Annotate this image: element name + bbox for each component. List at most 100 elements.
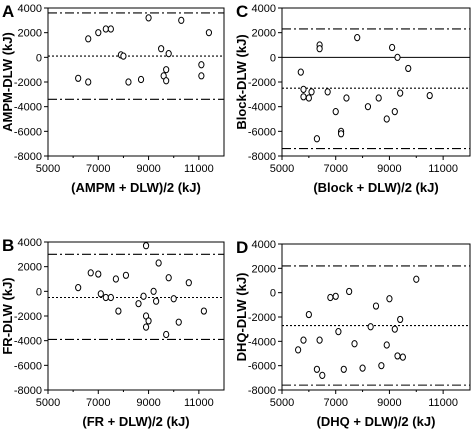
panel-c-data-point: [305, 94, 312, 102]
panel-a-y-tick-label: -8000: [14, 151, 42, 163]
panel-a-y-tick-label: 0: [36, 52, 42, 64]
panel-d-y-tick-label: 4000: [252, 239, 276, 251]
panel-a-data-point: [85, 35, 92, 43]
panel-d-x-axis-title: (DHQ + DLW)/2 (kJ): [317, 414, 436, 429]
panel-d-data-point: [397, 315, 404, 324]
panel-a-data-point: [178, 16, 185, 24]
panel-c-y-axis-title: Block-DLW (kJ): [234, 34, 249, 129]
panel-d-data-point: [340, 365, 347, 373]
panel-b-data-point: [97, 290, 104, 298]
panel-c-x-axis-title: (Block + DLW)/2 (kJ): [313, 180, 438, 195]
panel-d-data-point: [394, 352, 401, 360]
panel-b-data-point: [102, 293, 109, 302]
panel-c-y-tick-label: -4000: [248, 102, 276, 114]
panel-b-data-point: [165, 274, 172, 282]
panel-d-y-tick-label: -8000: [248, 385, 276, 397]
panel-b-y-tick-label: -4000: [14, 336, 42, 348]
panel-b-y-tick-label: 0: [36, 286, 42, 298]
panel-a-y-tick-label: -6000: [14, 126, 42, 138]
panel-c: 5000 7000 9000 11000 4000 2000 0 -2000 -4000 -600…: [234, 2, 471, 195]
panel-a-data-point: [125, 78, 132, 86]
panel-b-y-tick-label: -2000: [14, 311, 42, 323]
panel-c-data-point: [337, 130, 345, 138]
panel-a-data-point: [102, 25, 109, 33]
panel-c-plot-frame: [281, 7, 471, 157]
panel-c-data-point: [389, 43, 396, 52]
panel-a-data-point: [120, 52, 127, 60]
panel-c-data-point: [297, 68, 304, 76]
panel-a-data-point: [163, 66, 170, 74]
panel-a-data-point: [198, 72, 205, 80]
panel-b-data-point: [175, 318, 182, 326]
panel-d-data-point: [367, 323, 374, 331]
panel-a-y-tick-label: -4000: [14, 102, 42, 114]
panel-d-data-point: [335, 328, 342, 336]
panel-a-data-point: [145, 14, 152, 22]
panel-a-y-tick-label: -2000: [14, 77, 42, 89]
panel-d-data-point: [327, 293, 334, 302]
panel-d-y-tick-label: 0: [270, 288, 276, 300]
panel-b-data-point: [150, 287, 157, 295]
panel-c-y-tick-label: -2000: [248, 77, 276, 89]
panel-c-data-point: [375, 94, 382, 102]
panel-a-y-axis-title: AMPM-DLW (kJ): [0, 32, 15, 132]
panel-c-data-point: [332, 108, 339, 116]
panel-c-data-point: [397, 89, 404, 97]
panel-d-x-tick-label: 9000: [377, 397, 401, 409]
panel-c-data-point: [405, 64, 412, 73]
panel-c-x-tick-label: 7000: [323, 163, 347, 175]
panel-c-data-point: [364, 103, 372, 111]
panel-a-data-point: [158, 45, 165, 53]
panel-b-data-point: [122, 271, 130, 279]
panel-a-data-point: [205, 29, 213, 37]
panel-d-data-point: [378, 362, 385, 370]
panel-b-data-point: [145, 317, 152, 325]
panel-b-y-axis-title: FR-DLW (kJ): [0, 277, 15, 354]
panel-d-data-point: [300, 336, 307, 344]
panel-d-data-point: [372, 302, 380, 310]
panel-c-data-point: [394, 53, 401, 61]
panel-b-y-tick-label: -6000: [14, 360, 42, 372]
panel-d-data-point: [391, 325, 398, 333]
panel-b-data-point: [155, 259, 162, 267]
panel-b-x-tick-label: 9000: [136, 397, 160, 409]
panel-c-letter: C: [236, 2, 248, 21]
panel-d-data-point: [319, 371, 326, 379]
panel-a-x-tick-label: 9000: [136, 163, 160, 175]
panel-d-data-point: [351, 340, 358, 348]
panel-c-data-point: [391, 108, 398, 116]
panel-d-x-tick-label: 7000: [323, 397, 347, 409]
panel-d-y-axis-title: DHQ-DLW (kJ): [234, 273, 249, 362]
panel-d-data-point: [383, 341, 390, 349]
panel-b-data-point: [107, 293, 114, 302]
panel-b-data-point: [115, 307, 122, 315]
panel-d-x-tick-label: 5000: [270, 397, 294, 409]
panel-c-y-tick-label: 4000: [252, 3, 276, 15]
panel-d-data-point: [386, 295, 393, 303]
panel-c-data-point: [308, 88, 315, 96]
panel-b-x-tick-label: 7000: [86, 397, 110, 409]
panel-a-data-point: [107, 25, 114, 33]
panel-b-data-point: [75, 284, 82, 292]
panel-d-data-point: [359, 364, 366, 372]
panel-c-data-point: [324, 88, 331, 96]
panel-a-data-point: [163, 77, 170, 85]
panel-a-x-tick-label: 11000: [184, 163, 214, 175]
panel-d-data-point: [313, 365, 321, 373]
panel-b-data-point: [135, 300, 142, 308]
panel-b-y-tick-label: -8000: [14, 385, 42, 397]
panel-c-y-tick-label: 0: [270, 52, 276, 64]
panel-d-x-tick-label: 11000: [428, 397, 458, 409]
panel-c-y-tick-label: -8000: [248, 151, 276, 163]
panel-c-data-point: [383, 115, 390, 123]
panel-b-data-point: [200, 307, 207, 315]
panel-b-y-tick-label: 2000: [18, 262, 42, 274]
panel-a-x-axis-title: (AMPM + DLW)/2 (kJ): [71, 180, 201, 195]
panel-d-data-point: [316, 336, 323, 344]
panel-c-x-tick-label: 9000: [377, 163, 401, 175]
panel-b-data-point: [185, 279, 192, 287]
panel-a-data-point: [75, 74, 82, 82]
panel-b-data-point: [95, 270, 102, 278]
panel-a-x-tick-label: 5000: [36, 163, 60, 175]
